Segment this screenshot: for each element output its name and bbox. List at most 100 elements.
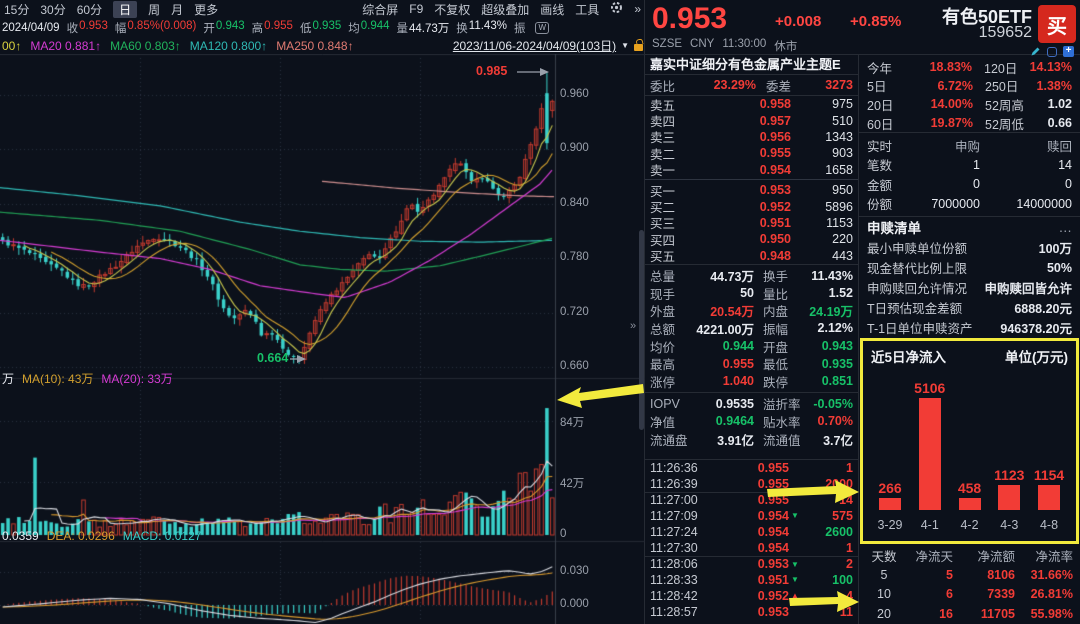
gear-icon[interactable] xyxy=(610,1,623,17)
tick-row: 11:27:24 0.954 2600 xyxy=(645,524,858,540)
net-inflow-summary-table: 天数 净流天 净流额 净流率 5 5 8106 31.66% 10 6 7339 26.81% 20 16… xyxy=(859,546,1080,624)
expand-panel-icon[interactable]: » xyxy=(630,320,637,332)
tool-F9[interactable]: F9 xyxy=(409,2,424,16)
realtime-row: 份额 7000000 14000000 xyxy=(859,194,1080,214)
stat-label: 外盘 xyxy=(650,305,676,320)
tool-综合屏[interactable]: 综合屏 xyxy=(362,2,399,17)
realtime-cell: 0 xyxy=(973,177,980,192)
tool-超级叠加[interactable]: 超级叠加 xyxy=(481,2,530,17)
flow-cell: 6 xyxy=(946,587,953,602)
ma-values: 00↑ MA20 0.881↑ MA60 0.803↑ MA120 0.800↑ MA2… xyxy=(2,39,354,53)
level-label: 买四 xyxy=(650,233,676,248)
info-value: 0.935 xyxy=(312,19,342,32)
info-高: 高 0.955 xyxy=(252,20,293,36)
order-level-bid[interactable]: 买四 0.950 220 xyxy=(645,231,858,248)
date-range-selector[interactable]: 2023/11/06-2024/04/09(103日) ▼ xyxy=(453,37,643,54)
tick-row: 11:28:42 0.952 ▲ 4 xyxy=(645,588,858,604)
pencil-icon[interactable] xyxy=(1030,46,1041,57)
order-level-bid[interactable]: 买五 0.948 443 xyxy=(645,248,858,265)
time-and-sales-list[interactable]: 11:26:36 0.955 1 11:26:39 0.955 2000 11:27:00 0… xyxy=(645,460,858,620)
perf-label: 52周低 xyxy=(985,117,1024,132)
tick-time: 11:28:33 xyxy=(650,572,698,587)
order-level-ask[interactable]: 卖五 0.958 975 xyxy=(645,96,858,113)
net-inflow-bar-group: 1154 xyxy=(1032,467,1066,510)
last-price: 0.953 xyxy=(652,2,728,35)
tool-画线[interactable]: 画线 xyxy=(540,2,565,17)
redemption-label: 申购赎回允许情况 xyxy=(867,282,968,297)
stat-value: 0.9535 xyxy=(715,396,754,411)
net-inflow-value: 458 xyxy=(957,480,982,496)
tool-工具[interactable]: 工具 xyxy=(575,2,600,17)
stat-label: 贴水率 xyxy=(763,415,801,430)
buy-button[interactable]: 买 xyxy=(1038,5,1076,43)
order-level-ask[interactable]: 卖二 0.955 903 xyxy=(645,145,858,162)
realtime-row: 金额 0 0 xyxy=(859,175,1080,195)
tick-direction-icon: ▲ xyxy=(791,591,799,601)
redemption-label: 现金替代比例上限 xyxy=(867,262,968,277)
info-value: 0.944 xyxy=(360,19,390,32)
toolbar-more-icon[interactable]: » xyxy=(634,2,641,16)
chart-tools: 综合屏 F9 不复权 超级叠加 画线 工具 » xyxy=(362,1,641,18)
redemption-row: 现金替代比例上限 50% xyxy=(859,258,1080,278)
order-level-bid[interactable]: 买二 0.952 5896 xyxy=(645,198,858,216)
stats-row: 最高 0.955 最低 0.935 xyxy=(645,355,858,373)
period-tab-30分[interactable]: 30分 xyxy=(40,2,66,17)
period-tabs: 15分 30分 60分日周月更多 xyxy=(4,0,219,18)
level-volume: 1343 xyxy=(825,129,853,144)
period-tab-15分[interactable]: 15分 xyxy=(4,2,30,17)
net-inflow-bar xyxy=(958,498,981,510)
perf-label: 5日 xyxy=(867,80,887,95)
axis-tick-label: 0.840 xyxy=(560,197,589,209)
order-level-ask[interactable]: 卖一 0.954 1658 xyxy=(645,162,858,179)
redemption-more-button[interactable]: … xyxy=(1058,219,1073,235)
stat-label: 溢折率 xyxy=(763,398,801,413)
level-volume: 1658 xyxy=(825,162,853,177)
tick-price: 0.952 xyxy=(757,588,789,603)
stat-label: 开盘 xyxy=(763,340,789,355)
order-level-ask[interactable]: 卖四 0.957 510 xyxy=(645,112,858,130)
wp-badge-icon[interactable]: W xyxy=(535,21,550,34)
info-幅: 幅 0.85%(0.008) xyxy=(115,20,197,36)
flow-cell: 55.98% xyxy=(1030,606,1073,621)
order-level-bid[interactable]: 买一 0.953 950 xyxy=(645,182,858,199)
stat-label: 总量 xyxy=(650,270,676,285)
kline-chart-canvas[interactable] xyxy=(0,54,645,624)
chart-scrollbar[interactable] xyxy=(639,230,644,430)
tool-不复权[interactable]: 不复权 xyxy=(434,2,471,17)
add-watchlist-icon[interactable]: + xyxy=(1063,46,1074,57)
portfolio-icon[interactable] xyxy=(1047,46,1057,57)
period-tab-月[interactable]: 月 xyxy=(171,2,184,17)
perf-value: 14.13% xyxy=(1029,60,1072,75)
stats-row: 涨停 1.040 跌停 0.851 xyxy=(645,372,858,390)
axis-tick-label: 0.780 xyxy=(560,251,589,263)
perf-label: 250日 xyxy=(985,80,1019,95)
level-label: 买三 xyxy=(650,217,676,232)
tick-direction-icon: ▼ xyxy=(791,559,799,569)
dea-value: DEA: 0.0296 xyxy=(46,529,115,543)
price-change: +0.008 xyxy=(775,13,822,30)
volume-ma20-label: MA(20): 33万 xyxy=(101,372,173,386)
period-tab-更多[interactable]: 更多 xyxy=(194,2,219,17)
period-tab-60分[interactable]: 60分 xyxy=(76,2,103,17)
order-level-bid[interactable]: 买三 0.951 1153 xyxy=(645,215,858,232)
fund-full-name[interactable]: 嘉实中证细分有色金属产业主题E xyxy=(645,55,858,75)
redemption-value: 6888.20元 xyxy=(1014,302,1072,317)
stat-label: IOPV xyxy=(650,396,680,411)
level-label: 卖一 xyxy=(650,164,676,179)
tick-direction-icon: ▼ xyxy=(791,511,799,521)
security-name: 有色50ETF xyxy=(941,7,1032,27)
tick-price: 0.951 xyxy=(757,572,789,587)
stat-value: 1.040 xyxy=(722,374,754,389)
order-level-ask[interactable]: 卖三 0.956 1343 xyxy=(645,129,858,146)
stat-value: 0.955 xyxy=(722,356,754,371)
period-tab-日[interactable]: 日 xyxy=(113,0,138,18)
stat-label: 总额 xyxy=(650,322,676,337)
weibi-value: 23.29% xyxy=(713,78,756,92)
axis-tick-label: 42万 xyxy=(560,478,585,490)
realtime-header-row: 实时 申购 赎回 xyxy=(859,135,1080,155)
period-tab-周[interactable]: 周 xyxy=(148,2,161,17)
level-label: 卖二 xyxy=(650,147,676,162)
unlock-icon[interactable] xyxy=(634,44,643,51)
net-inflow-bar xyxy=(1038,485,1060,510)
info-label: 高 xyxy=(251,22,264,35)
